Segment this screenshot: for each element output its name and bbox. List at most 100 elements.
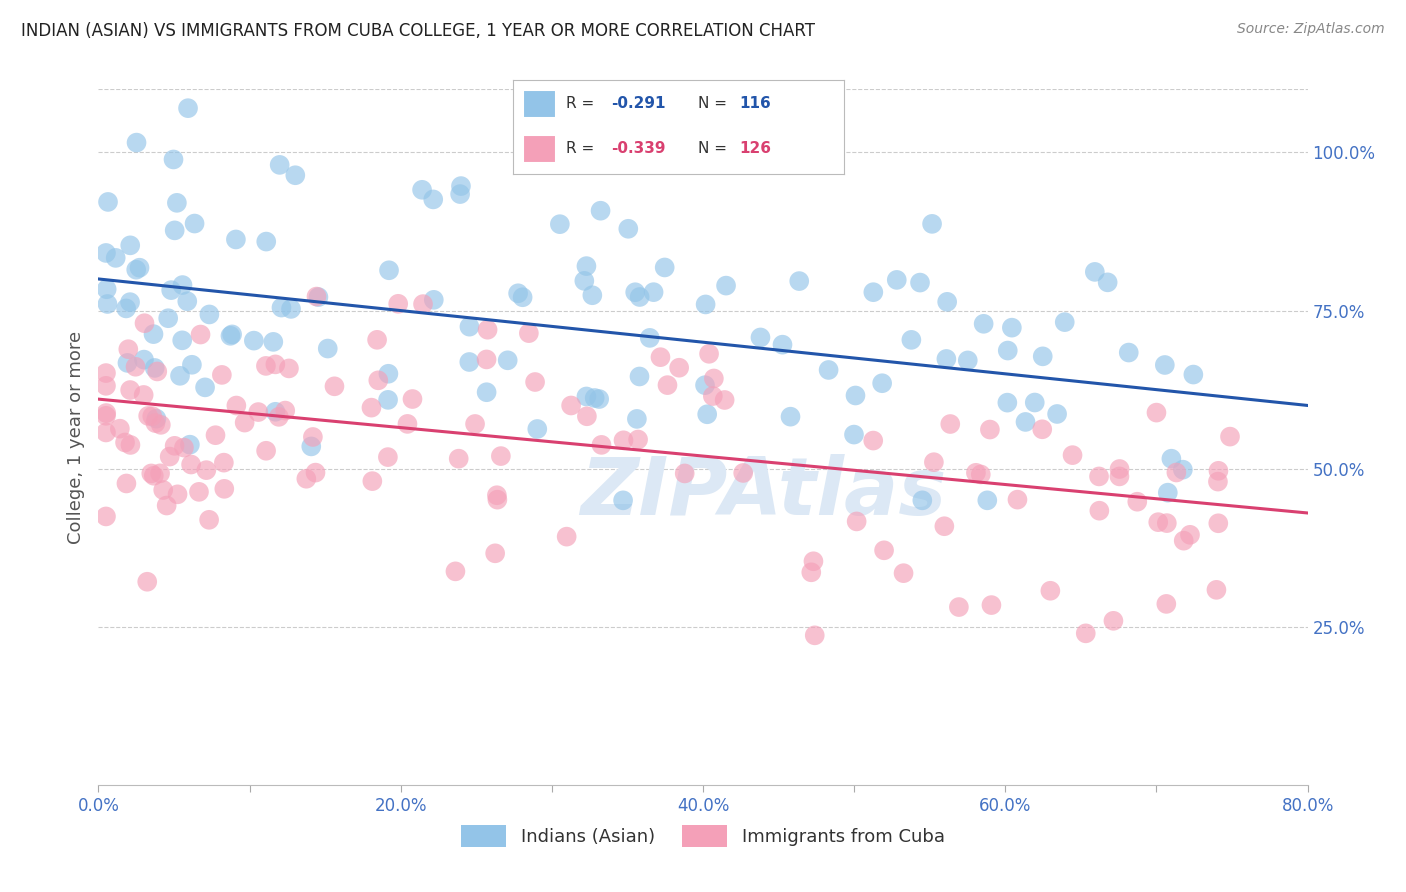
Point [506, 286, 529, 301]
Point [935, 351, 957, 366]
Bar [523, 89, 557, 118]
Point [195, 463, 218, 477]
Point [444, 565, 467, 579]
Point [873, 543, 896, 558]
Point [1206, 516, 1229, 531]
Point [302, 430, 325, 444]
Point [181, 358, 204, 372]
Point [254, 443, 277, 458]
Point [703, 371, 725, 385]
Point [626, 412, 648, 426]
Point [219, 328, 242, 343]
Point [650, 350, 672, 364]
Point [693, 378, 716, 392]
Point [973, 317, 995, 331]
Point [367, 373, 389, 387]
Point [94, 366, 117, 380]
Point [278, 361, 301, 376]
Bar [523, 135, 557, 162]
Text: Source: ZipAtlas.com: Source: ZipAtlas.com [1237, 22, 1385, 37]
Point [366, 333, 388, 347]
Point [94, 409, 117, 423]
Point [517, 326, 540, 340]
Text: R =: R = [567, 141, 599, 156]
Point [911, 493, 934, 508]
Point [787, 274, 810, 288]
Point [280, 301, 302, 316]
Point [638, 331, 661, 345]
Point [803, 628, 825, 642]
Text: N =: N = [699, 96, 733, 112]
Point [179, 438, 201, 452]
Point [212, 456, 235, 470]
Point [299, 439, 322, 453]
Point [948, 600, 970, 615]
Point [142, 468, 165, 483]
Point [401, 392, 423, 406]
Point [145, 411, 167, 425]
Point [214, 482, 236, 496]
Point [125, 136, 148, 150]
Point [173, 441, 195, 455]
Point [477, 323, 499, 337]
Point [136, 574, 159, 589]
Point [1074, 626, 1097, 640]
Text: N =: N = [699, 141, 733, 156]
Point [485, 488, 508, 502]
Point [124, 359, 146, 374]
Point [965, 466, 987, 480]
Point [447, 451, 470, 466]
Point [555, 530, 578, 544]
Point [378, 263, 401, 277]
Point [628, 369, 651, 384]
Point [177, 101, 200, 115]
Point [316, 342, 339, 356]
Point [1171, 463, 1194, 477]
Point [612, 493, 634, 508]
Point [714, 278, 737, 293]
Point [304, 466, 326, 480]
Point [361, 474, 384, 488]
Point [922, 455, 945, 469]
Point [132, 352, 155, 367]
Point [1156, 516, 1178, 530]
Point [136, 409, 159, 423]
Point [1053, 315, 1076, 329]
Point [94, 246, 117, 260]
Point [1039, 583, 1062, 598]
Point [1088, 469, 1111, 483]
Point [870, 376, 893, 391]
Point [172, 278, 194, 293]
Point [149, 417, 172, 432]
Point [125, 262, 148, 277]
Point [225, 232, 247, 246]
Point [803, 554, 825, 568]
Point [305, 289, 328, 303]
Point [142, 327, 165, 342]
Point [1088, 504, 1111, 518]
Point [132, 388, 155, 402]
Point [274, 403, 297, 417]
Point [817, 363, 839, 377]
Point [512, 290, 534, 304]
Point [160, 283, 183, 297]
Point [668, 360, 690, 375]
Point [412, 297, 434, 311]
Point [893, 566, 915, 581]
Text: R =: R = [567, 96, 599, 112]
Point [198, 308, 221, 322]
Point [396, 417, 419, 431]
Point [1024, 395, 1046, 409]
Point [156, 499, 179, 513]
Point [225, 399, 247, 413]
Point [1031, 422, 1053, 436]
Point [862, 434, 884, 448]
Point [146, 364, 169, 378]
Point [267, 409, 290, 424]
Point [243, 334, 266, 348]
Point [264, 405, 287, 419]
Point [1147, 515, 1170, 529]
Point [588, 392, 610, 406]
Point [1014, 415, 1036, 429]
Point [152, 483, 174, 497]
